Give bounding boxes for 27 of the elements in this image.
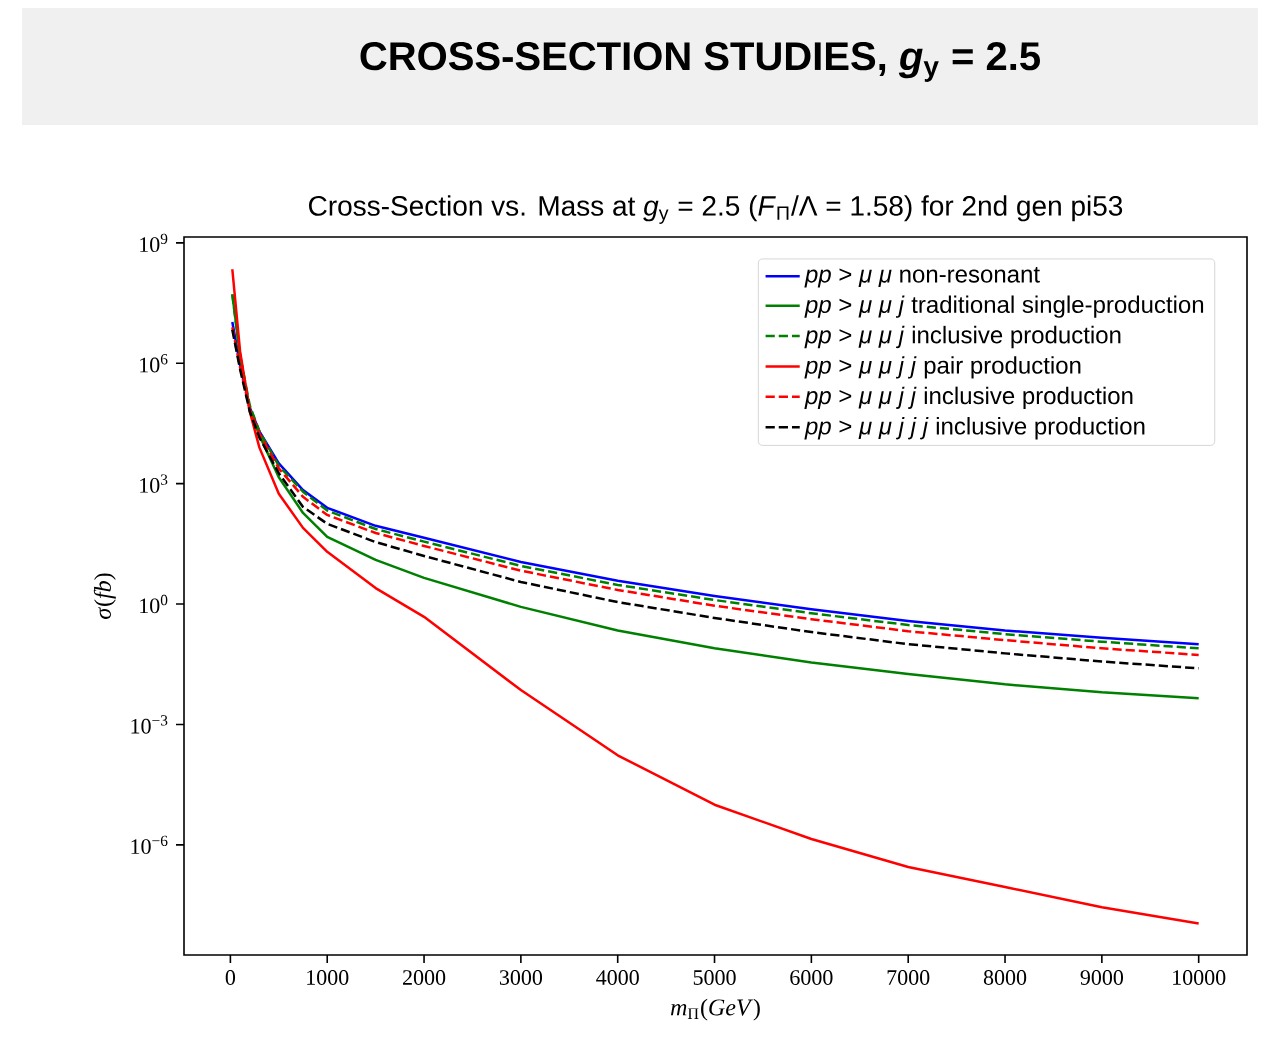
y-tick-label: 10$^{−6}$ bbox=[131, 835, 168, 855]
x-tick-label: 1000 bbox=[307, 970, 349, 985]
x-tick-label: 2000 bbox=[403, 970, 446, 985]
y-tick-label: 10$^{3}$ bbox=[140, 474, 168, 493]
x-tick-label: 3000 bbox=[499, 970, 543, 985]
legend-label: pp > μ μ non-resonant bbox=[804, 266, 1040, 288]
x-axis-title: m$_{Π}$(GeV) bbox=[670, 998, 760, 1021]
chart-title: CROSS-SECTION STUDIES, g$_{y}$ = 2.5 bbox=[360, 42, 1040, 82]
x-tick-label: 7000 bbox=[887, 970, 930, 985]
legend-label: pp > μ μ j j inclusive production bbox=[804, 386, 1133, 409]
x-tick-label: 10000 bbox=[1173, 970, 1226, 985]
y-tick-label: 10$^{0}$ bbox=[140, 594, 168, 614]
y-tick-label: 10$^{9}$ bbox=[140, 233, 168, 253]
legend-label: pp > μ μ j j j inclusive production bbox=[804, 417, 1145, 440]
x-tick-label: 9000 bbox=[1080, 970, 1124, 985]
y-tick-label: 10$^{−3}$ bbox=[131, 715, 168, 734]
y-axis-title: σ(fb) bbox=[93, 573, 116, 619]
x-tick-label: 8000 bbox=[983, 970, 1027, 985]
legend-label: pp > μ μ j inclusive production bbox=[804, 325, 1121, 349]
chart-subtitle: Cross-Section vs. Mass at g$_{y}$ = 2.5 (F$_{Π}$/Λ = 1.58) for 2nd gen pi53 bbox=[309, 195, 1123, 224]
y-tick-label: 10$^{6}$ bbox=[140, 354, 168, 373]
x-tick-label: 0 bbox=[225, 970, 236, 985]
legend-label: pp > μ μ j traditional single-production bbox=[804, 295, 1204, 318]
x-tick-label: 6000 bbox=[790, 970, 833, 985]
x-tick-label: 4000 bbox=[596, 970, 639, 985]
legend-label: pp > μ μ j j pair production bbox=[804, 356, 1081, 379]
x-tick-label: 5000 bbox=[693, 970, 736, 985]
